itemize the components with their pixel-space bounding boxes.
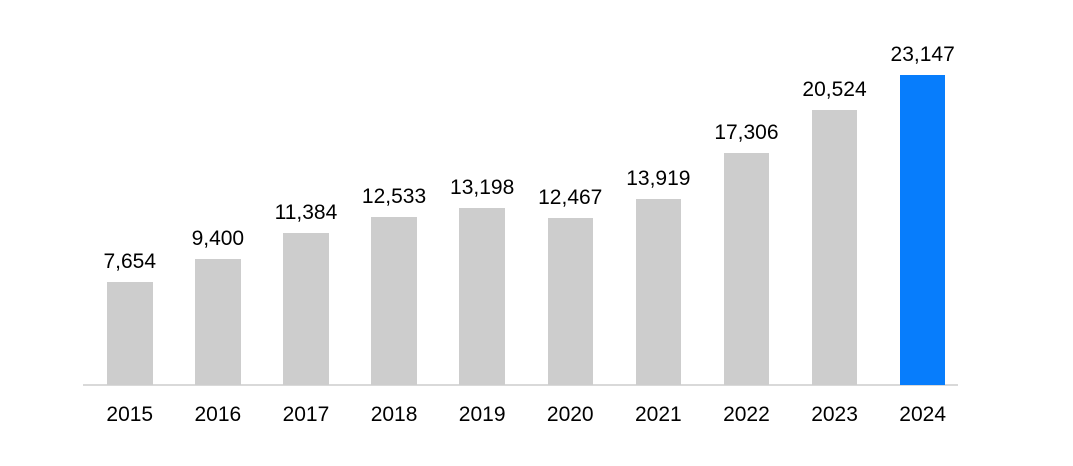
bar — [371, 217, 417, 385]
bar-value-label: 12,467 — [538, 186, 603, 209]
bar-group: 9,400 2016 — [192, 227, 245, 426]
x-tick-label: 2022 — [723, 403, 770, 426]
bar — [195, 259, 241, 385]
bar — [283, 233, 329, 385]
bar-value-label: 20,524 — [802, 78, 867, 101]
bar — [107, 282, 153, 385]
bar — [635, 199, 682, 385]
bar-group: 17,306 2022 — [714, 121, 778, 426]
x-tick-label: 2020 — [546, 403, 594, 426]
bar-value-label: 13,198 — [450, 176, 515, 199]
bar-value-label: 7,654 — [103, 250, 157, 273]
x-tick-label: 2016 — [194, 403, 242, 426]
bar — [723, 153, 770, 385]
x-tick-label: 2017 — [282, 403, 330, 426]
bar-group: 23,147 2024 — [891, 43, 955, 426]
x-tick-label: 2023 — [811, 403, 858, 426]
bar-value-label: 11,384 — [274, 201, 338, 224]
bar — [459, 208, 505, 385]
bar-group: 13,198 2019 — [450, 176, 514, 426]
bar-value-label: 17,306 — [714, 121, 779, 144]
bar-group: 11,384 2017 — [275, 201, 338, 426]
bar-group: 12,467 2020 — [538, 186, 602, 426]
bar-group: 20,524 2023 — [802, 78, 866, 426]
x-tick-label: 2019 — [458, 403, 506, 426]
x-tick-label: 2018 — [370, 403, 418, 426]
x-tick-label: 2015 — [106, 403, 154, 426]
bar-value-label: 12,533 — [361, 185, 427, 208]
bar-highlighted — [899, 75, 946, 385]
bar-group: 13,919 2021 — [626, 167, 690, 426]
bar-value-label: 9,400 — [191, 227, 245, 250]
bar-group: 12,533 2018 — [362, 185, 426, 426]
bar-value-label: 23,147 — [890, 43, 955, 66]
bar — [547, 218, 593, 385]
x-tick-label: 2024 — [899, 403, 946, 426]
x-tick-label: 2021 — [634, 403, 682, 426]
bar — [811, 110, 858, 385]
bar-value-label: 13,919 — [626, 167, 691, 190]
bar-group: 7,654 2015 — [103, 250, 156, 426]
x-axis-line — [83, 384, 958, 386]
